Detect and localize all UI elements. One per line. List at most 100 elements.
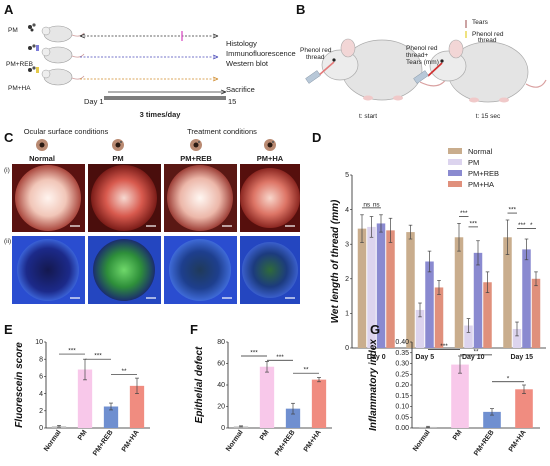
y-tick-label: 4 [39,391,43,398]
y-tick-label: 10 [35,339,43,346]
bar-pm-day-15 [512,328,522,348]
y-axis-label: Fluorescein score [14,342,25,428]
y-tick-label: 60 [217,361,225,368]
bar-pm-ha-day-15 [531,278,541,348]
treatment-period-bar [104,96,226,100]
bar-pm-day-10 [464,325,473,348]
x-tick-label: PM [452,429,464,442]
x-tick-label: Day 10 [462,354,485,361]
group-label-pm-reb: PM+REB [6,61,33,68]
outcome-western-blot: Western blot [226,59,269,68]
column-label-pm-ha: PM+HA [257,154,284,163]
particulate-matter-icon [28,66,39,73]
x-tick-label: PM [77,429,89,442]
significance-label: * [530,222,533,229]
y-tick-label: 0.20 [395,382,409,389]
fluorescein-images [12,236,300,304]
x-tick-label: PM+REB [92,429,115,457]
bar-pm-reb [483,411,501,428]
bar-normal-day-5 [406,232,415,348]
y-tick-label: 0 [345,345,349,352]
row-label-i: (i) [4,167,10,174]
significance-label: * [507,375,510,382]
column-label-pm: PM [112,154,123,163]
y-tick-label: 0.40 [395,339,409,346]
y-axis-label: Wet length of thread (mm) [330,199,341,323]
bar-pm-reb [285,408,301,428]
outcome-histology: Histology [226,39,257,48]
y-tick-label: 2 [39,408,43,415]
x-tick-label: Day 0 [367,354,386,361]
significance-label: ** [121,368,127,375]
caption-start: t: start [359,113,377,120]
chart-legend: Normal PM PM+REB PM+HA [448,147,499,189]
outcome-immunofluorescence: Immunofluorescence [226,49,296,58]
bar-normal-day-10 [454,237,464,348]
panel-label-d: D [312,130,321,145]
bar-pm-reb-day-15 [522,249,531,348]
y-tick-label: 3 [345,241,349,248]
bar-pm-reb [103,406,119,428]
eye-icon [112,139,124,151]
mouse-illustration-start [321,38,449,101]
chart-fluorescein-score: 0 2 4 6 8 10 Fluorescein score Normal PM PM+REB PM… [14,339,150,457]
legend-label-normal: Normal [468,147,493,156]
significance-label: *** [469,220,477,227]
significance-label: ns [363,201,371,208]
y-tick-label: 0 [221,425,225,432]
bar-pm-reb-day-0 [376,223,386,348]
panel-label-b: B [296,2,305,17]
legend-swatch-normal [448,148,462,154]
day-end-label: 15 [228,97,236,106]
eye-icon [190,139,202,151]
mouse-icon [41,25,85,43]
mouse-icon [41,68,85,86]
y-tick-label: 5 [345,172,349,179]
y-tick-label: 0.25 [395,371,409,378]
bar-pm-ha-day-10 [483,282,492,348]
row-label-ii: (ii) [4,238,11,245]
slit-lamp-images [12,164,300,232]
bar-pm-ha-day-5 [434,287,444,348]
x-tick-label: PM+HA [121,429,141,453]
legend-swatch-pm [448,159,462,165]
x-tick-label: PM+HA [508,429,528,453]
significance-label: ** [303,367,309,374]
bar-pm-reb-day-10 [473,252,483,348]
chart-wet-length: 0 1 2 3 4 5 Wet length of thread (mm) Day 0 Day … [330,172,546,361]
group-label-pm-ha: PM+HA [8,85,31,92]
y-tick-label: 0.15 [395,393,409,400]
legend-swatch-pm-reb [448,170,462,176]
y-tick-label: 80 [217,339,225,346]
mouse-icon [41,46,85,64]
bar-pm-ha [129,385,145,428]
particulate-matter-icon [28,44,39,51]
y-axis-label: Epithelial defect [194,346,205,423]
significance-label: ns [373,201,381,208]
y-tick-label: 0.00 [395,425,409,432]
significance-label: *** [250,349,258,356]
significance-label: *** [460,210,468,217]
significance-label: *** [440,343,448,350]
chart-inflammatory-index: 0.00 0.05 0.10 0.15 0.20 0.25 0.30 0.35 0.40 Infl… [368,339,540,457]
y-tick-label: 20 [217,404,225,411]
eye-icon [264,139,276,151]
significance-label: *** [276,354,284,361]
legend-swatch-pm-ha [448,181,462,187]
legend-thread: Phenol red thread [472,31,504,44]
significance-label: *** [508,207,516,214]
x-tick-label: Day 5 [415,354,434,361]
significance-label: *** [68,348,76,355]
y-tick-label: 1 [345,311,349,318]
panel-label-g: G [370,322,380,337]
y-tick-label: 0 [39,425,43,432]
header-ocular-surface: Ocular surface conditions [24,127,109,136]
y-tick-label: 0.35 [395,350,409,357]
legend-label-pm-reb: PM+REB [468,169,499,178]
bar-pm [451,364,469,428]
bar-pm-ha [311,379,327,428]
panel-label-c: C [4,130,14,145]
bar-pm-ha [515,389,533,428]
sacrifice-label: Sacrifice [226,85,255,94]
